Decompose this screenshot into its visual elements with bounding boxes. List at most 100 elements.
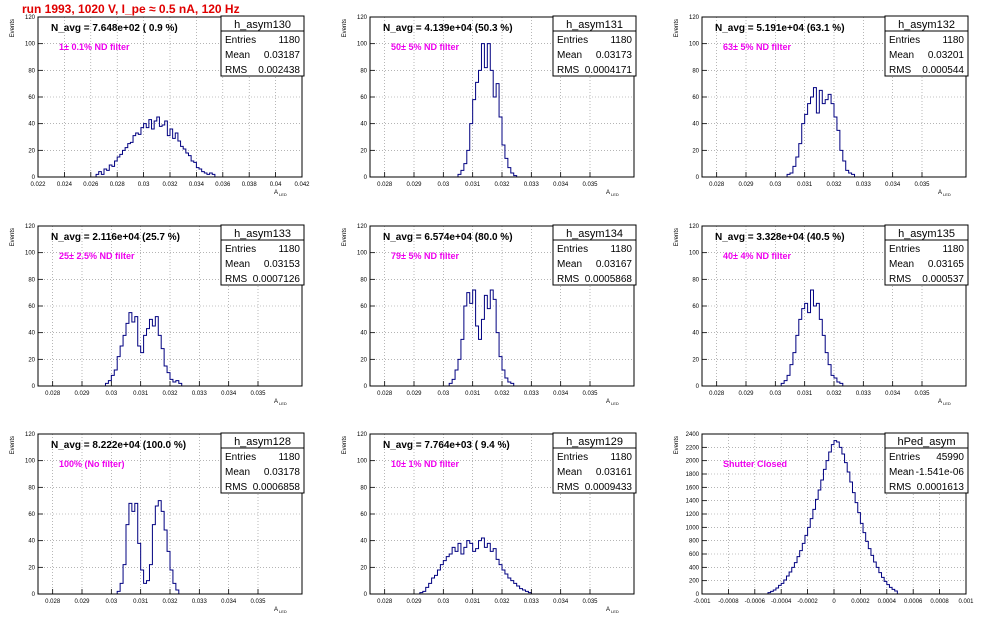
x-tick-label: 0.035 bbox=[582, 391, 598, 397]
x-axis-label: ALED bbox=[274, 190, 287, 197]
y-tick-label: 40 bbox=[360, 331, 367, 337]
stat-label-entries: Entries bbox=[225, 244, 256, 255]
x-tick-label: 0.031 bbox=[797, 391, 813, 397]
x-tick-label: 0.032 bbox=[162, 599, 178, 605]
y-tick-label: 60 bbox=[28, 304, 35, 310]
y-tick-label: 20 bbox=[28, 357, 35, 363]
histogram-name: h_asym135 bbox=[898, 228, 955, 240]
x-tick-label: 0.032 bbox=[494, 599, 510, 605]
x-tick-label: 0.032 bbox=[826, 391, 842, 397]
stat-value-mean: 0.03187 bbox=[264, 50, 301, 61]
stat-label-entries: Entries bbox=[557, 452, 588, 463]
histogram-line bbox=[95, 116, 216, 177]
y-tick-label: 120 bbox=[25, 15, 36, 21]
stat-label-entries: Entries bbox=[889, 35, 920, 46]
stat-label-entries: Entries bbox=[557, 244, 588, 255]
stat-value-mean: 0.03153 bbox=[264, 259, 301, 270]
y-tick-label: 60 bbox=[360, 512, 367, 518]
y-tick-label: 1000 bbox=[686, 525, 700, 531]
x-tick-label: 0.028 bbox=[377, 599, 393, 605]
y-tick-label: 120 bbox=[689, 224, 700, 230]
x-tick-label: 0.03 bbox=[105, 599, 117, 605]
histogram-panel-hPed_asym: -0.001 -0.0008 -0.0006 -0.0004 -0.0002 0 0.000… bbox=[674, 432, 974, 605]
stat-label-mean: Mean bbox=[225, 259, 250, 270]
x-tick-label: 0.024 bbox=[57, 182, 73, 188]
histogram-panel-h_asym128: 0.028 0.029 0.03 0.031 0.032 0.033 0.034 0.035 0… bbox=[10, 432, 305, 614]
x-axis-label: ALED bbox=[938, 399, 951, 406]
y-tick-label: 100 bbox=[357, 251, 368, 257]
x-tick-label: 0.029 bbox=[738, 391, 754, 397]
x-tick-label: 0.031 bbox=[465, 182, 481, 188]
stat-label-entries: Entries bbox=[889, 452, 920, 463]
x-tick-label: 0 bbox=[832, 599, 836, 605]
n-avg-header: N_avg = 8.222e+04 (100.0 %) bbox=[51, 440, 186, 451]
histogram-panel-h_asym130: 0.022 0.024 0.026 0.028 0.03 0.032 0.034 0.036 0… bbox=[10, 15, 310, 197]
x-tick-label: 0.035 bbox=[582, 599, 598, 605]
stat-value-rms: 0.0001613 bbox=[917, 482, 965, 493]
stats-box bbox=[884, 15, 969, 77]
stats-box bbox=[884, 224, 969, 286]
x-tick-label: 0.033 bbox=[192, 599, 208, 605]
x-tick-label: 0.028 bbox=[709, 182, 725, 188]
filter-note: 50± 5% ND filter bbox=[391, 42, 459, 52]
x-axis-label: ALED bbox=[606, 399, 619, 406]
x-tick-label: 0.001 bbox=[958, 599, 974, 605]
x-tick-label: 0.028 bbox=[377, 182, 393, 188]
stat-value-rms: 0.0005868 bbox=[585, 274, 633, 285]
y-tick-label: 100 bbox=[357, 459, 368, 465]
y-tick-label: 80 bbox=[692, 68, 699, 74]
y-tick-label: 20 bbox=[692, 357, 699, 363]
y-tick-label: 200 bbox=[689, 579, 700, 585]
stat-label-mean: Mean bbox=[557, 50, 582, 61]
y-tick-label: 20 bbox=[360, 565, 367, 571]
histogram-panel-h_asym132: 0.028 0.029 0.03 0.031 0.032 0.033 0.034 0.035 0… bbox=[674, 15, 969, 197]
x-axis-label: ALED bbox=[938, 190, 951, 197]
stat-value-rms: 0.002438 bbox=[258, 65, 300, 76]
n-avg-header: N_avg = 7.648e+02 ( 0.9 %) bbox=[51, 23, 178, 34]
stats-box bbox=[552, 432, 637, 494]
stat-value-entries: 1180 bbox=[278, 452, 300, 463]
stats-box bbox=[552, 15, 637, 77]
y-tick-label: 400 bbox=[689, 565, 700, 571]
y-tick-label: 40 bbox=[360, 122, 367, 128]
x-tick-label: 0.035 bbox=[250, 599, 266, 605]
x-tick-label: 0.029 bbox=[74, 599, 90, 605]
filter-note: 40± 4% ND filter bbox=[723, 251, 791, 261]
histogram-name: h_asym129 bbox=[566, 436, 623, 448]
x-tick-label: 0.029 bbox=[406, 391, 422, 397]
n-avg-header: N_avg = 6.574e+04 (80.0 %) bbox=[383, 232, 513, 243]
histogram-line bbox=[448, 289, 515, 386]
stat-label-mean: Mean bbox=[557, 467, 582, 478]
histogram-name: h_asym133 bbox=[234, 228, 291, 240]
y-tick-label: 2200 bbox=[686, 445, 700, 451]
histogram-name: hPed_asym bbox=[897, 436, 955, 448]
x-tick-label: 0.035 bbox=[914, 391, 930, 397]
stat-value-mean: 0.03173 bbox=[596, 50, 633, 61]
x-tick-label: 0.036 bbox=[215, 182, 231, 188]
y-tick-label: 1800 bbox=[686, 472, 700, 478]
histogram-name: h_asym132 bbox=[898, 19, 955, 31]
x-tick-label: 0.034 bbox=[553, 182, 569, 188]
stat-label-entries: Entries bbox=[557, 35, 588, 46]
y-tick-label: 120 bbox=[357, 432, 368, 438]
x-tick-label: 0.035 bbox=[914, 182, 930, 188]
x-tick-label: 0.034 bbox=[553, 391, 569, 397]
stat-value-rms: 0.000537 bbox=[922, 274, 964, 285]
y-tick-label: 600 bbox=[689, 552, 700, 558]
x-tick-label: 0.033 bbox=[856, 182, 872, 188]
histogram-line bbox=[780, 289, 844, 386]
y-tick-label: 80 bbox=[360, 485, 367, 491]
y-tick-label: 0 bbox=[696, 175, 700, 181]
x-tick-label: 0.029 bbox=[74, 391, 90, 397]
x-tick-label: 0.028 bbox=[709, 391, 725, 397]
y-tick-label: 120 bbox=[689, 15, 700, 21]
stat-label-mean: Mean bbox=[225, 467, 250, 478]
y-tick-label: 60 bbox=[28, 95, 35, 101]
filter-note: 79± 5% ND filter bbox=[391, 251, 459, 261]
x-tick-label: 0.035 bbox=[582, 182, 598, 188]
x-tick-label: 0.033 bbox=[856, 391, 872, 397]
histogram-panel-h_asym129: 0.028 0.029 0.03 0.031 0.032 0.033 0.034 0.035 0… bbox=[342, 432, 637, 614]
x-tick-label: 0.032 bbox=[494, 182, 510, 188]
x-tick-label: 0.03 bbox=[437, 599, 449, 605]
y-tick-label: 40 bbox=[28, 539, 35, 545]
